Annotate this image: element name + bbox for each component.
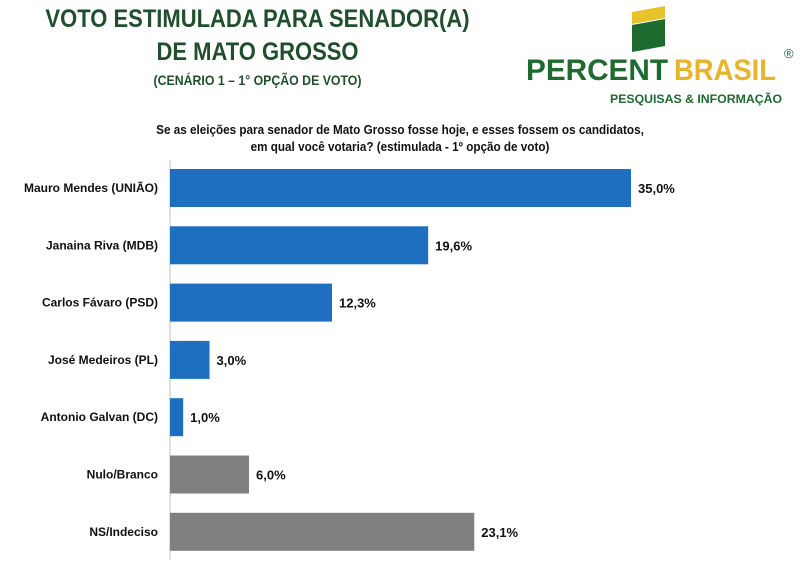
subtitle: (CENÁRIO 1 – 1° OPÇÃO DE VOTO) — [153, 72, 362, 88]
data-label: 35,0% — [638, 181, 675, 196]
category-label: Nulo/Branco — [87, 468, 158, 482]
category-label: Janaina Riva (MDB) — [46, 238, 158, 252]
svg-text:®: ® — [784, 46, 794, 61]
data-label: 1,0% — [190, 410, 220, 425]
svg-text:PERCENT: PERCENT — [526, 54, 668, 87]
data-label: 6,0% — [256, 468, 286, 483]
bar-4 — [170, 398, 184, 437]
category-label: Mauro Mendes (UNIÃO) — [24, 180, 158, 195]
title-line-1: VOTO ESTIMULADA PARA SENADOR(A) — [45, 5, 470, 33]
bar-0 — [170, 169, 631, 207]
data-label: 12,3% — [339, 296, 376, 311]
bar-3 — [170, 340, 210, 379]
bar-5 — [170, 455, 250, 494]
title-line-2: DE MATO GROSSO — [156, 38, 359, 66]
question-text: Se as eleições para senador de Mato Gros… — [156, 122, 644, 154]
category-label: NS/Indeciso — [89, 525, 158, 539]
svg-text:BRASIL: BRASIL — [674, 54, 776, 87]
bar-chart: Mauro Mendes (UNIÃO) 35,0% Janaina Riva (M… — [24, 160, 675, 560]
category-label: José Medeiros (PL) — [48, 353, 158, 367]
data-label: 19,6% — [435, 238, 472, 253]
bar-1 — [170, 226, 429, 265]
category-label: Carlos Fávaro (PSD) — [42, 296, 158, 310]
svg-text:PESQUISAS & INFORMAÇÃO: PESQUISAS & INFORMAÇÃO — [610, 91, 782, 106]
bar-6 — [170, 512, 475, 551]
data-label: 3,0% — [217, 353, 247, 368]
percentbrasil-logo: PERCENT BRASIL ® PESQUISAS & INFORMAÇÃO — [526, 6, 794, 106]
bar-2 — [170, 283, 333, 322]
category-label: Antonio Galvan (DC) — [41, 410, 158, 424]
data-label: 23,1% — [481, 525, 518, 540]
